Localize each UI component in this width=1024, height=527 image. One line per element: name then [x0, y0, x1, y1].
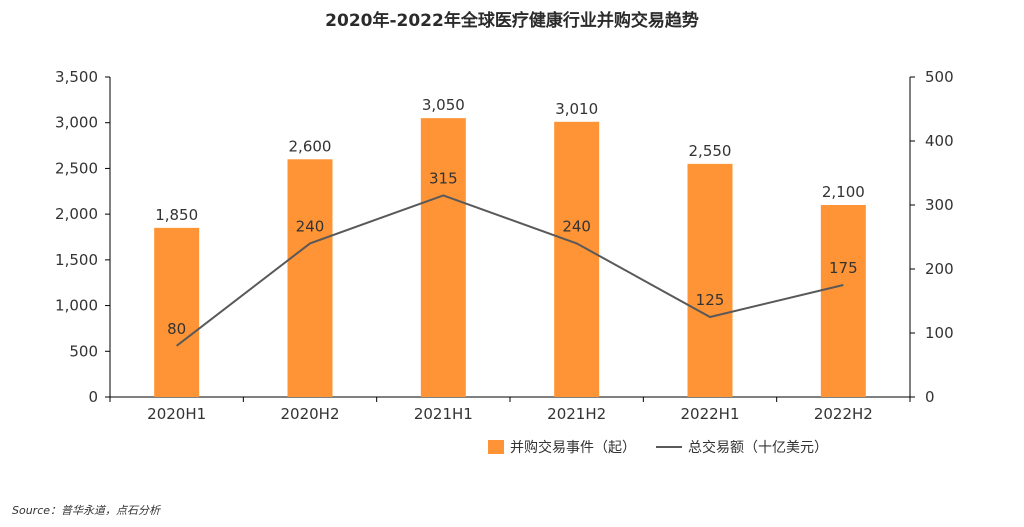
bar [420, 118, 466, 398]
legend-line-label: 总交易额（十亿美元） [688, 440, 828, 456]
bar-data-label: 2,100 [822, 183, 865, 201]
line-data-label: 80 [167, 320, 186, 338]
left-tick-label: 2,000 [55, 205, 98, 223]
source-note: Source：普华永道，点石分析 [12, 504, 161, 517]
x-tick-label: 2020H1 [147, 405, 206, 423]
bar [554, 121, 600, 398]
left-tick-label: 3,000 [55, 114, 98, 132]
left-tick-label: 1,500 [55, 251, 98, 269]
left-tick-label: 1,000 [55, 297, 98, 315]
bar-data-label: 3,010 [555, 100, 598, 118]
bar [820, 205, 866, 397]
right-tick-label: 200 [925, 260, 954, 278]
x-tick-label: 2022H2 [814, 405, 873, 423]
line-data-label: 175 [829, 259, 858, 277]
right-tick-label: 0 [925, 388, 935, 406]
x-tick-label: 2021H1 [414, 405, 473, 423]
legend-bar-label: 并购交易事件（起） [510, 440, 636, 456]
bar [687, 163, 733, 397]
right-tick-label: 100 [925, 324, 954, 342]
left-tick-label: 0 [88, 388, 98, 406]
x-tick-label: 2021H2 [547, 405, 606, 423]
bar-data-label: 2,600 [289, 137, 332, 155]
right-tick-label: 300 [925, 196, 954, 214]
bar-data-label: 3,050 [422, 96, 465, 114]
left-tick-label: 500 [69, 342, 98, 360]
legend: 并购交易事件（起） 总交易额（十亿美元） [488, 437, 828, 457]
line-data-label: 240 [562, 217, 591, 235]
chart-title: 2020年-2022年全球医疗健康行业并购交易趋势 [325, 11, 699, 31]
bar-data-label: 2,550 [689, 142, 732, 160]
bar-data-label: 1,850 [155, 206, 198, 224]
legend-bar-swatch [488, 440, 504, 454]
bar [154, 227, 200, 397]
left-tick-label: 2,500 [55, 159, 98, 177]
left-tick-label: 3,500 [55, 68, 98, 86]
line-data-label: 125 [696, 291, 725, 309]
right-tick-label: 400 [925, 132, 954, 150]
bar [287, 159, 333, 397]
line-data-label: 240 [296, 217, 325, 235]
x-tick-label: 2022H1 [681, 405, 740, 423]
right-tick-label: 500 [925, 68, 954, 86]
legend-line-swatch [656, 446, 682, 448]
total-value-line [176, 194, 844, 347]
line-data-label: 315 [429, 169, 458, 187]
x-tick-label: 2020H2 [281, 405, 340, 423]
